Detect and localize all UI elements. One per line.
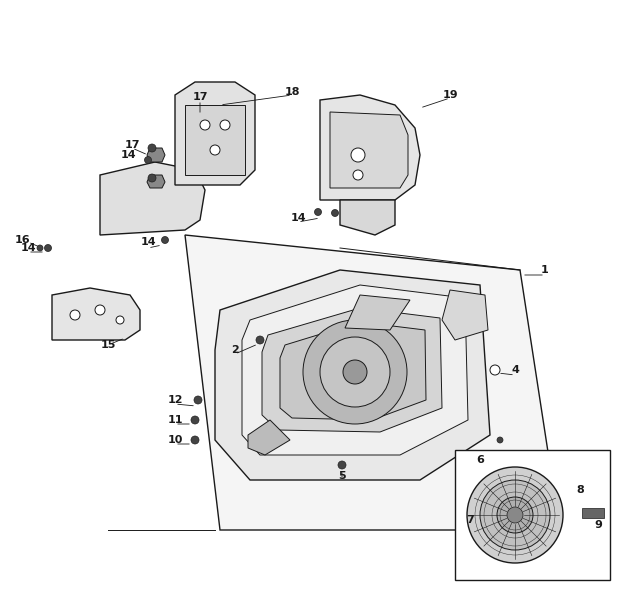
Circle shape <box>191 436 199 444</box>
Circle shape <box>467 467 563 563</box>
Polygon shape <box>147 148 165 162</box>
Circle shape <box>95 305 105 315</box>
Circle shape <box>210 145 220 155</box>
Circle shape <box>194 396 202 404</box>
Polygon shape <box>248 420 290 455</box>
Polygon shape <box>100 162 205 235</box>
Text: 5: 5 <box>338 471 346 481</box>
Text: 17: 17 <box>192 92 208 102</box>
Circle shape <box>497 497 533 533</box>
Text: 9: 9 <box>594 520 602 530</box>
Polygon shape <box>175 82 255 185</box>
Polygon shape <box>242 285 468 455</box>
Circle shape <box>200 120 210 130</box>
Circle shape <box>458 451 466 459</box>
Text: ReplacementParts.com: ReplacementParts.com <box>237 359 383 372</box>
Polygon shape <box>185 105 245 175</box>
Polygon shape <box>345 295 410 330</box>
Circle shape <box>303 320 407 424</box>
Polygon shape <box>340 200 395 235</box>
Circle shape <box>497 437 503 443</box>
Polygon shape <box>185 235 560 530</box>
Circle shape <box>351 148 365 162</box>
Circle shape <box>148 144 156 152</box>
Circle shape <box>353 170 363 180</box>
Circle shape <box>191 416 199 424</box>
Circle shape <box>70 310 80 320</box>
Polygon shape <box>320 95 420 200</box>
Text: 2: 2 <box>231 345 239 355</box>
Circle shape <box>320 337 390 407</box>
Polygon shape <box>330 112 408 188</box>
Circle shape <box>116 316 124 324</box>
Text: 14: 14 <box>290 213 306 223</box>
Polygon shape <box>52 288 140 340</box>
Polygon shape <box>215 270 490 480</box>
Text: 6: 6 <box>476 455 484 465</box>
Text: 8: 8 <box>576 485 584 495</box>
Circle shape <box>338 461 346 469</box>
Text: 14: 14 <box>20 243 36 253</box>
Text: 19: 19 <box>442 90 458 100</box>
Text: 11: 11 <box>167 415 183 425</box>
Circle shape <box>148 174 156 182</box>
Circle shape <box>37 245 43 251</box>
Circle shape <box>343 360 367 384</box>
Circle shape <box>568 496 576 504</box>
Circle shape <box>507 507 523 523</box>
Circle shape <box>490 365 500 375</box>
Text: 7: 7 <box>466 515 474 525</box>
Polygon shape <box>262 308 442 432</box>
FancyBboxPatch shape <box>582 508 604 518</box>
Text: 17: 17 <box>124 140 140 150</box>
Text: 15: 15 <box>100 340 116 350</box>
Text: 18: 18 <box>284 87 299 97</box>
Circle shape <box>220 120 230 130</box>
Text: 16: 16 <box>14 235 30 245</box>
Circle shape <box>45 244 51 252</box>
Circle shape <box>332 210 339 217</box>
Text: 12: 12 <box>167 395 183 405</box>
FancyBboxPatch shape <box>455 450 610 580</box>
Circle shape <box>314 208 322 215</box>
Text: 10: 10 <box>167 435 183 445</box>
Polygon shape <box>280 322 426 420</box>
Text: 14: 14 <box>140 237 156 247</box>
Circle shape <box>161 236 169 243</box>
Text: 1: 1 <box>541 265 549 275</box>
Text: 14: 14 <box>120 150 136 160</box>
Circle shape <box>144 156 151 163</box>
Text: 4: 4 <box>511 365 519 375</box>
Circle shape <box>480 480 550 550</box>
Polygon shape <box>442 290 488 340</box>
Circle shape <box>256 336 264 344</box>
Polygon shape <box>147 175 165 188</box>
